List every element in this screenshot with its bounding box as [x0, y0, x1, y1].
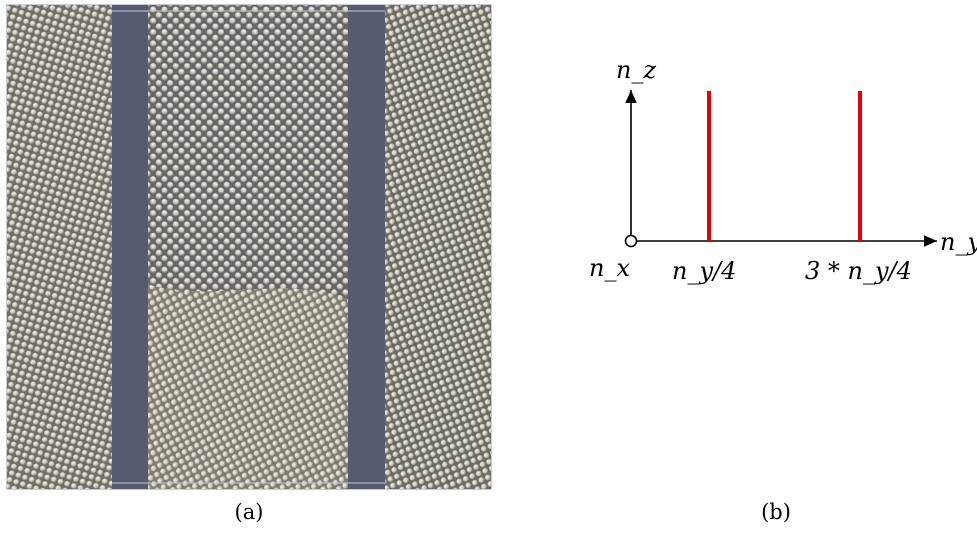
origin-nx-label: n_x: [589, 256, 630, 280]
axis-nz-label-text: n_z: [616, 56, 657, 84]
dark-band-right: [348, 10, 385, 484]
panel-frame: [6, 4, 492, 490]
caption-b: (b): [761, 500, 791, 524]
crystal-grain-middle-upper: [148, 5, 348, 305]
origin-circle-icon: [624, 234, 638, 248]
boundary-schematic-panel: [624, 90, 937, 248]
crystal-grain-left: [7, 5, 112, 489]
axis-ny-label: n_y: [940, 230, 977, 254]
mark-quarter-label: n_y/4: [672, 259, 736, 283]
axis-nz-label: n_z: [616, 58, 656, 82]
atomistic-render-panel: [6, 4, 492, 490]
caption-a: (a): [234, 500, 264, 524]
crystal-grain-middle-lower: [148, 284, 348, 489]
dark-band-left: [112, 10, 148, 484]
mark-quarter-label-text: n_y/4: [672, 257, 737, 285]
mark-three-quarter-label: 3 * n_y/4: [805, 259, 912, 283]
axis-ny-label-text: n_y: [940, 228, 977, 256]
origin-nx-label-text: n_x: [589, 254, 630, 282]
crystal-grain-right: [385, 5, 491, 489]
mark-three-quarter-label-text: 3 * n_y/4: [805, 257, 912, 285]
